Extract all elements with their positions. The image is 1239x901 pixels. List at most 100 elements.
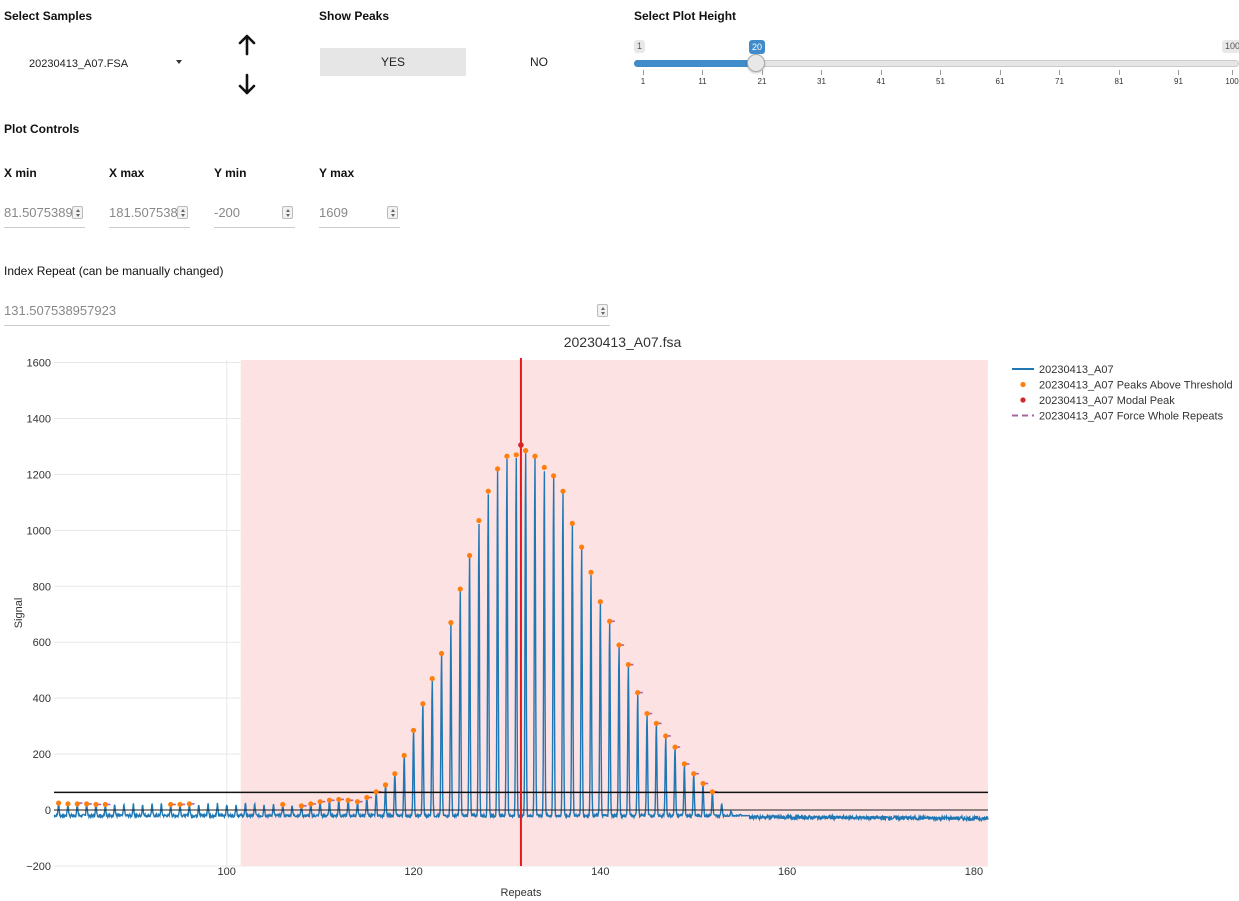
x-tick-label: 100 [218,866,236,878]
peak-point [485,488,491,494]
legend-dot-swatch [1020,381,1026,388]
legend-item-label[interactable]: 20230413_A07 [1039,364,1114,376]
peak-point [466,552,473,559]
y-axis-label: Signal [13,598,25,629]
slider-fill [634,60,756,67]
peak-point [410,727,417,733]
ymin-spinner[interactable] [282,206,293,219]
slider-tick-label: 21 [757,77,767,86]
peak-point [186,801,192,807]
chevron-down-icon [176,60,182,64]
ymin-label: Y min [214,166,247,180]
peak-point [55,800,62,806]
peak-point [691,771,697,777]
y-tick-label: 1200 [27,469,51,481]
ymin-input[interactable] [214,198,295,228]
x-tick-label: 140 [591,866,609,878]
ymax-label: Y max [319,166,355,180]
plot-height-label: Select Plot Height [634,9,737,23]
arrow-down-icon[interactable] [235,72,259,96]
slider-value-label: 20 [749,40,766,54]
ymax-input[interactable] [319,198,400,228]
slider-max-label: 100 [1222,40,1239,53]
show-peaks-no-button[interactable]: NO [466,48,612,76]
peak-point [280,801,286,808]
y-tick-label: 0 [45,805,51,817]
show-peaks-yes-button[interactable]: YES [320,48,466,76]
peak-point [504,453,510,459]
legend-item-label[interactable]: 20230413_A07 Peaks Above Threshold [1039,380,1233,392]
peak-point [672,744,678,750]
plot-controls-title: Plot Controls [4,122,80,136]
slider-tick [940,70,942,75]
peak-point [429,675,435,682]
sample-select-value: 20230413_A07.FSA [29,58,129,70]
peak-point [597,599,603,605]
modal-peak-point [518,442,524,448]
x-tick-label: 160 [778,866,796,878]
peak-point [102,801,108,808]
slider-tick-label: 11 [698,77,707,86]
slider-tick-label: 61 [995,77,1005,86]
peak-point [336,796,342,803]
peak-point [326,797,333,803]
signal-chart[interactable]: 100 120 140 160 180 −200 0 200 400 600 800 1000 120… [0,352,1239,901]
peak-point [354,799,361,805]
peak-point [709,789,715,795]
peak-point [476,517,482,524]
peak-point [317,799,323,805]
slider-tick [1059,70,1061,75]
slider-tick-label: 41 [876,77,886,86]
xmin-spinner[interactable] [72,206,83,219]
xmin-input[interactable] [4,198,85,228]
index-repeat-label: Index Repeat (can be manually changed) [4,264,224,278]
peak-point [168,801,174,808]
select-samples-label: Select Samples [4,9,93,23]
slider-tick [702,70,704,75]
peak-point [93,801,99,808]
peak-point [420,701,426,707]
peak-point [644,710,650,717]
peak-point [65,801,71,807]
slider-tick [1118,70,1120,75]
peak-point [551,473,557,479]
slider-tick-label: 51 [936,77,945,86]
peak-point [588,569,594,575]
show-peaks-label: Show Peaks [319,9,390,23]
xmin-label: X min [4,166,37,180]
slider-tick [880,70,882,75]
y-tick-label: 1600 [27,358,51,370]
index-repeat-input[interactable] [4,296,610,326]
slider-tick [999,70,1001,75]
y-tick-label: 600 [33,637,51,649]
slider-tick [1232,70,1233,75]
xmax-spinner[interactable] [177,206,188,219]
slider-tick [1178,70,1180,75]
peak-point [84,801,90,807]
slider-handle[interactable] [747,54,765,72]
legend-dot-swatch [1020,397,1026,403]
peak-point [74,801,80,807]
slider-tick [761,70,763,75]
peak-point [345,797,351,803]
y-tick-label: 1000 [27,525,51,537]
y-tick-label: 200 [33,749,51,761]
peak-point [560,488,566,494]
y-tick-label: 800 [33,581,51,593]
peak-point [308,801,314,807]
legend-item-label[interactable]: 20230413_A07 Modal Peak [1039,395,1175,407]
peak-point [401,752,407,759]
peak-point [177,801,183,808]
peak-point [373,789,379,795]
arrow-up-icon[interactable] [235,33,259,57]
index-repeat-spinner[interactable] [597,304,608,317]
xmax-input[interactable] [109,198,190,228]
ymax-spinner[interactable] [387,206,398,219]
slider-tick-label: 81 [1114,77,1124,86]
y-tick-label: 400 [33,693,51,705]
peak-point [579,544,585,550]
peak-point [457,586,463,592]
peak-point [494,466,501,472]
legend-item-label[interactable]: 20230413_A07 Force Whole Repeats [1039,411,1224,423]
sample-select[interactable]: 20230413_A07.FSA [20,47,190,77]
